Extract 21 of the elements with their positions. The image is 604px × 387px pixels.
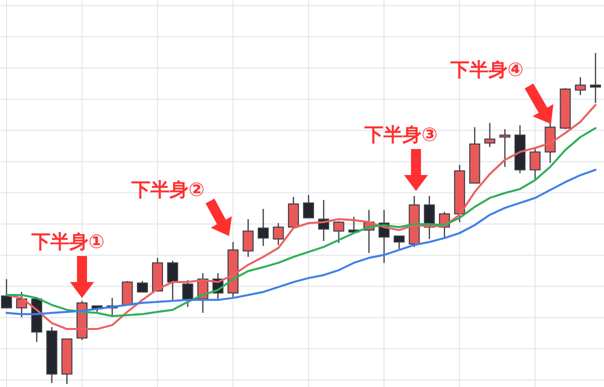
candlestick: [590, 52, 601, 104]
candlestick: [333, 220, 344, 244]
annotation: 下半身②: [130, 179, 205, 201]
candlestick: [574, 76, 586, 96]
annotation: 下半身④: [449, 59, 524, 81]
candlestick: [303, 194, 314, 218]
candlestick: [484, 122, 496, 148]
candlestick: [499, 128, 510, 168]
candlestick: [242, 218, 254, 258]
candlestick: [1, 278, 12, 308]
annotation: 下半身③: [363, 124, 438, 146]
candlestick: [136, 280, 148, 293]
candlestick: [530, 147, 541, 180]
candlestick: [167, 260, 178, 301]
candlestick: [258, 208, 269, 247]
candlestick: [122, 280, 133, 306]
candlestick: [16, 291, 28, 318]
candlestick: [288, 196, 299, 229]
candlestick: [272, 222, 284, 246]
annotation: 下半身①: [30, 231, 105, 253]
candlestick: [394, 235, 405, 250]
